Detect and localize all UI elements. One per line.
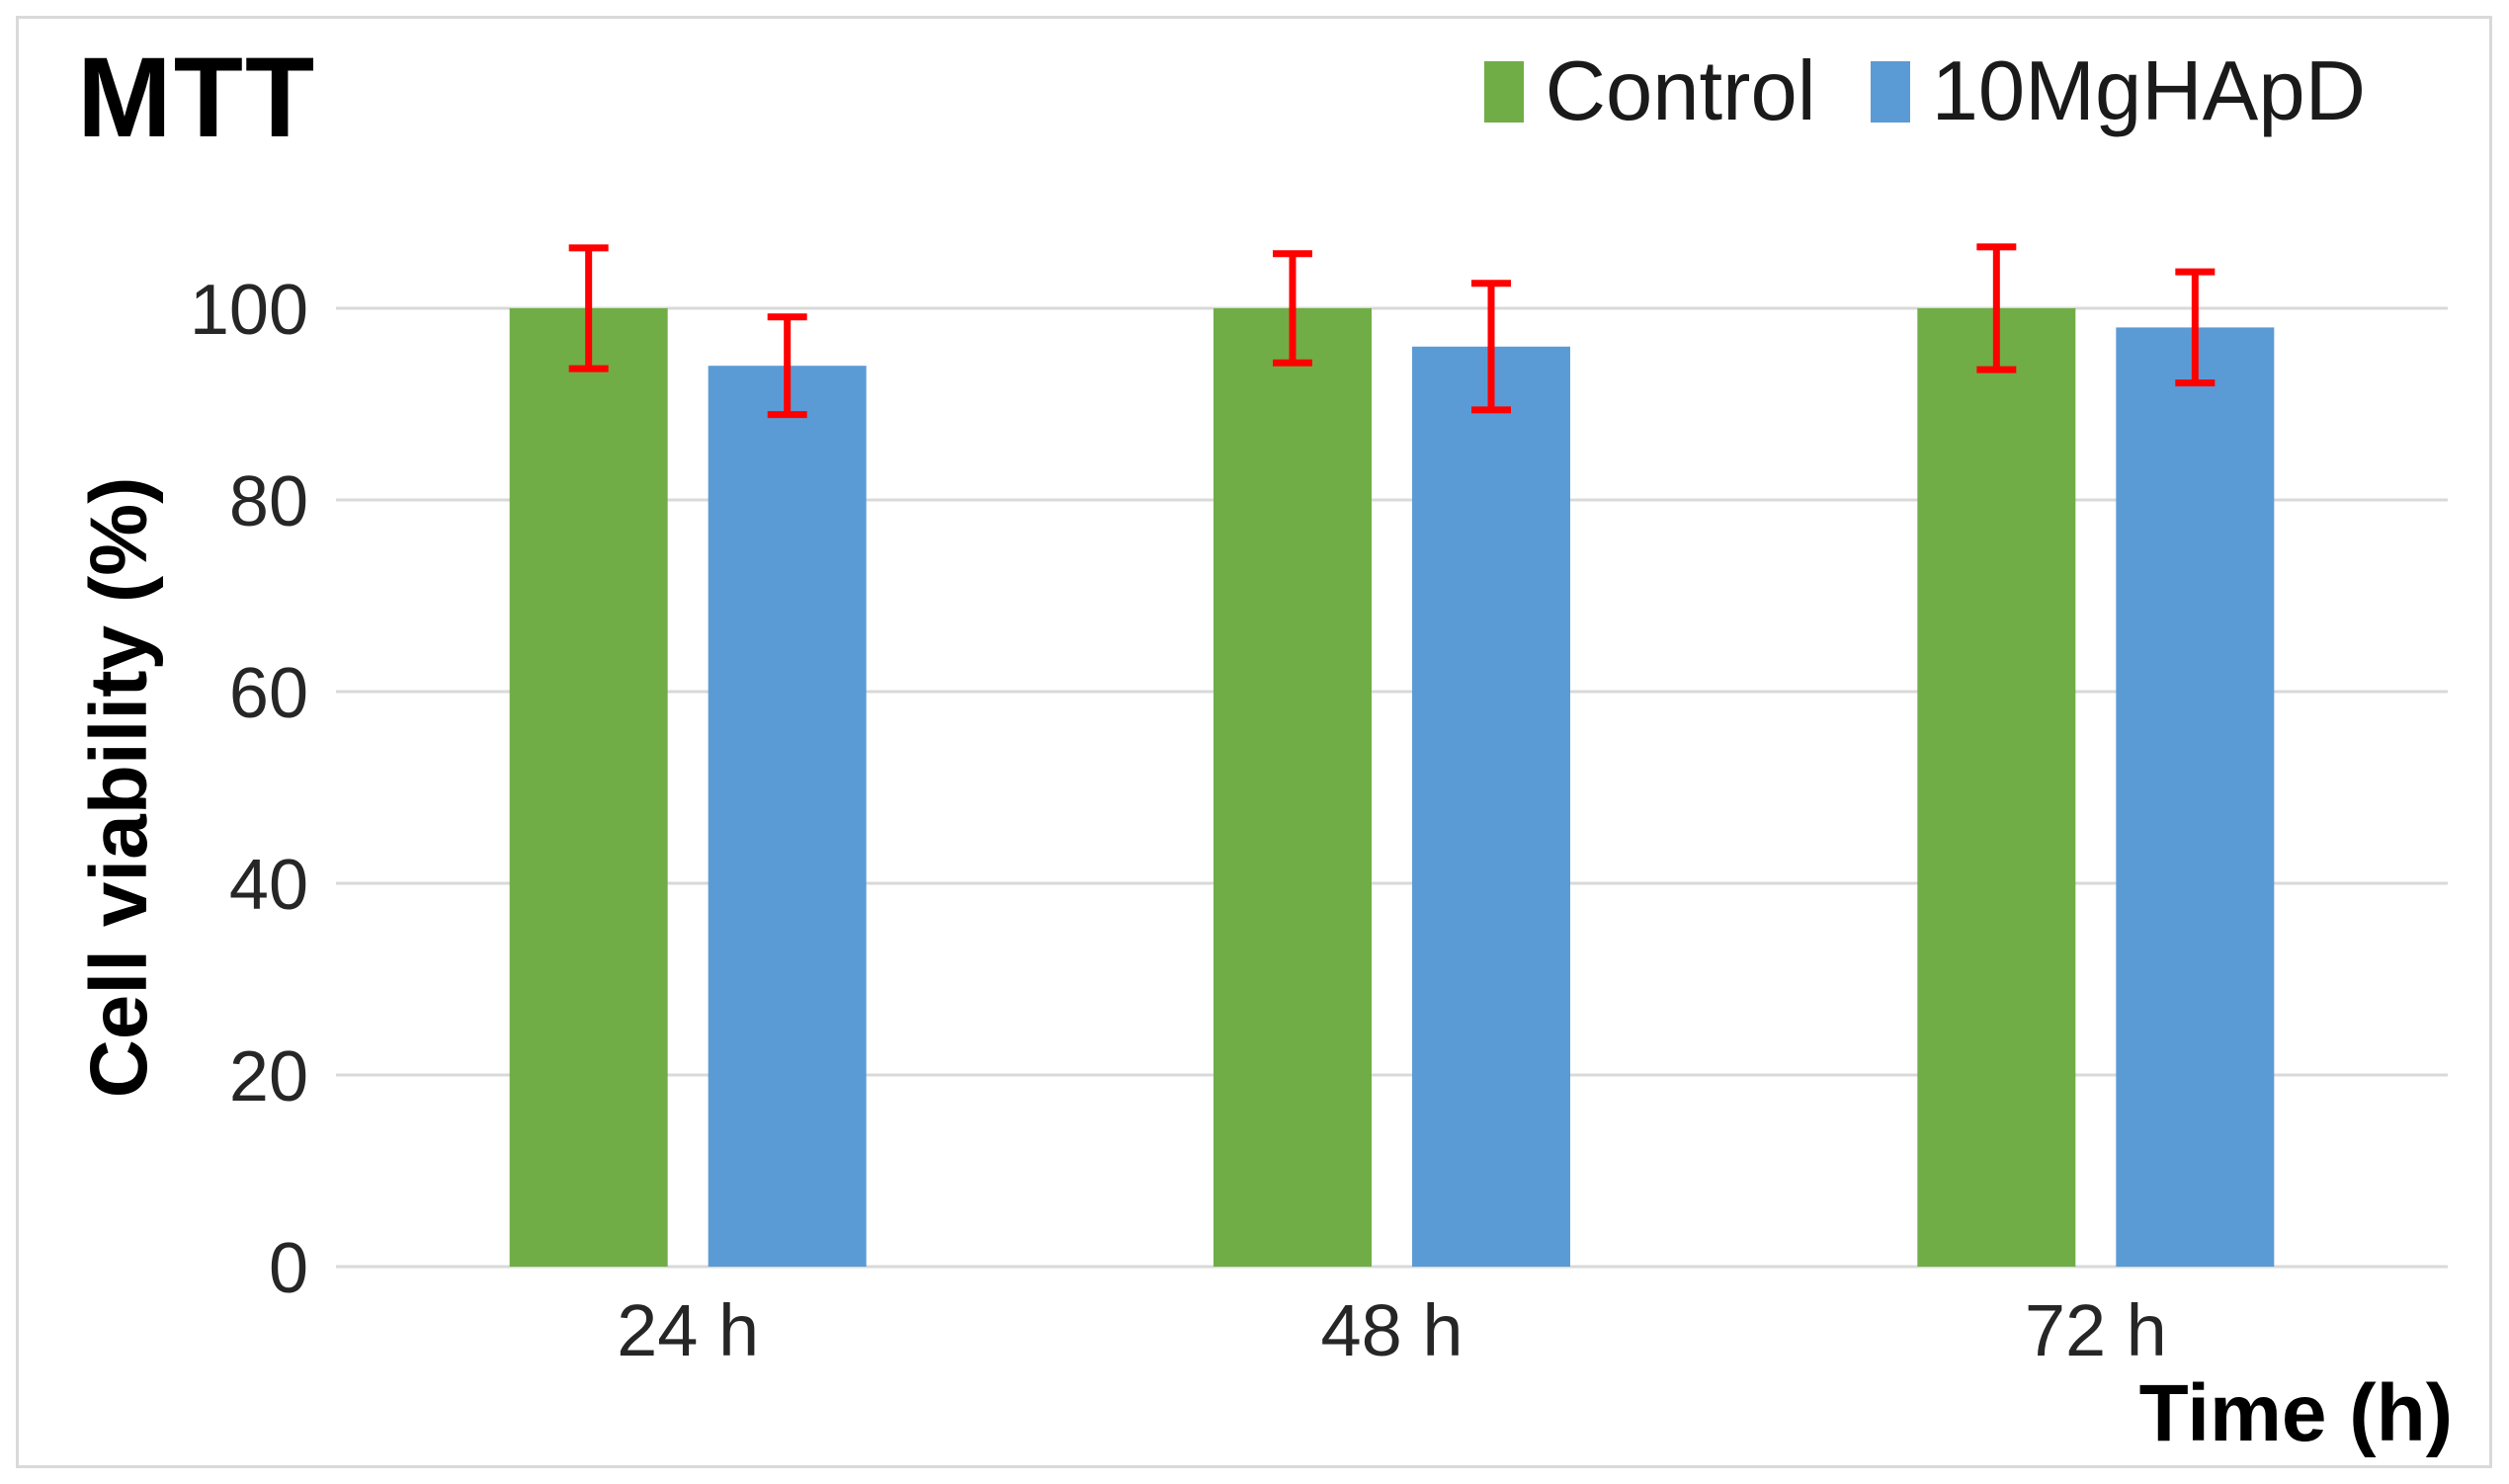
bar-10mghapd-72-h (2116, 327, 2275, 1267)
bar-control-48-h (1213, 308, 1372, 1267)
y-tick-label-100: 100 (190, 271, 308, 350)
y-axis-tick-labels: 0 20 40 60 80 100 (190, 271, 308, 1308)
x-category-label-72-h: 72 h (2025, 1289, 2167, 1371)
y-tick-label-40: 40 (229, 846, 308, 925)
error-bar-control-24-h (568, 244, 609, 372)
bar-10mghapd-24-h (708, 366, 867, 1267)
x-axis-title: Time (h) (2139, 1368, 2453, 1458)
gridlines (336, 306, 2448, 1269)
x-category-label-48-h: 48 h (1320, 1289, 1463, 1371)
bars (509, 308, 2275, 1267)
legend-swatch-10mghapd (1870, 60, 1910, 123)
legend-label-10mghapd: 10MgHApD (1931, 44, 2366, 138)
chart-title: MTT (77, 35, 317, 161)
error-bar-10mghapd-72-h (2175, 268, 2216, 387)
x-category-label-24-h: 24 h (617, 1289, 759, 1371)
bar-10mghapd-48-h (1412, 346, 1570, 1267)
error-bar-10mghapd-48-h (1471, 280, 1511, 414)
legend-item-control: Control (1483, 44, 1816, 138)
bar-control-72-h (1917, 308, 2076, 1267)
y-tick-label-60: 60 (229, 654, 308, 733)
error-bars (568, 243, 2216, 419)
y-tick-label-20: 20 (229, 1037, 308, 1116)
error-bar-control-48-h (1273, 250, 1312, 367)
error-bar-10mghapd-24-h (767, 313, 807, 419)
legend-swatch-control (1483, 60, 1524, 123)
y-tick-label-80: 80 (229, 462, 308, 541)
chart-legend: Control 10MgHApD (1483, 44, 2366, 138)
bar-control-24-h (509, 308, 668, 1267)
legend-item-10mghapd: 10MgHApD (1870, 44, 2366, 138)
error-bar-control-72-h (1976, 243, 2017, 373)
legend-label-control: Control (1545, 44, 1816, 138)
y-tick-label-0: 0 (269, 1229, 308, 1308)
y-axis-title: Cell viability (%) (74, 477, 164, 1099)
x-axis-category-labels: 24 h 48 h 72 h (617, 1289, 2167, 1371)
